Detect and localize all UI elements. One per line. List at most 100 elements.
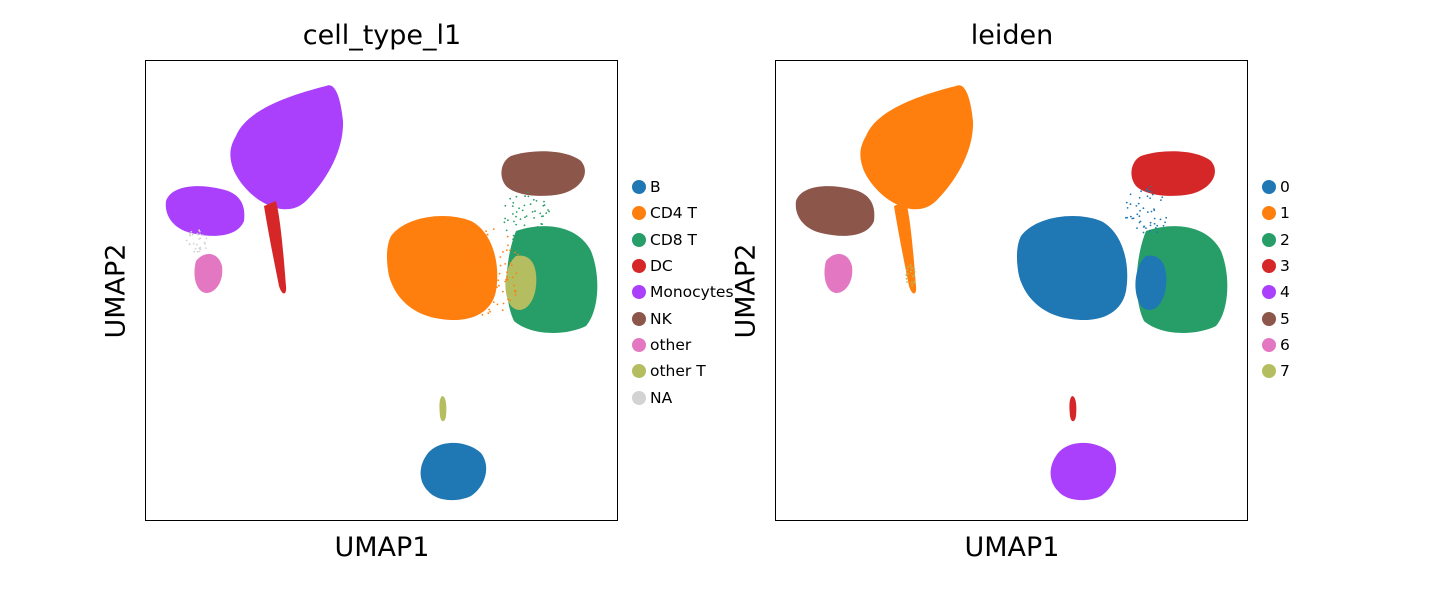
scatter-point xyxy=(525,215,528,218)
legend-item: other T xyxy=(632,358,734,384)
scatter-point xyxy=(485,230,487,233)
scatter-point xyxy=(910,281,913,284)
scatter-point xyxy=(543,200,545,203)
scatter-point xyxy=(453,281,456,284)
scatter-point xyxy=(199,233,202,236)
legend-item: 5 xyxy=(1262,305,1290,331)
scatter-point xyxy=(480,267,482,270)
scatter-point xyxy=(472,243,474,245)
scatter-point xyxy=(193,250,196,253)
scatter-point xyxy=(479,234,482,237)
scatter-point xyxy=(518,207,520,210)
scatter-point xyxy=(502,302,505,305)
scatter-point xyxy=(1149,224,1152,227)
scatter-point xyxy=(1125,201,1128,204)
scatter-plot-area xyxy=(775,60,1248,521)
scatter-point xyxy=(905,274,908,277)
scatter-point xyxy=(198,247,201,250)
scatter-point xyxy=(1136,213,1139,216)
legend-label: 6 xyxy=(1280,335,1290,354)
cluster-3 xyxy=(1131,151,1215,196)
scatter-point xyxy=(1136,227,1138,230)
scatter-point xyxy=(1135,205,1138,207)
scatter-point xyxy=(1146,195,1149,198)
legend-item: 1 xyxy=(1262,200,1290,226)
legend-swatch xyxy=(1262,206,1276,221)
scatter-point xyxy=(451,257,454,260)
scatter-point xyxy=(1138,215,1141,218)
scatter-point xyxy=(188,243,191,246)
scatter-point xyxy=(514,294,517,296)
scatter-point xyxy=(523,224,526,227)
scatter-point xyxy=(511,205,514,208)
scatter-point xyxy=(509,262,512,264)
cluster-monocytes xyxy=(230,85,344,210)
scatter-point xyxy=(196,250,199,253)
umap-panel-cell-type: cell_type_l1 UMAP2 UMAP1 B CD4 T CD8 T DC Mo… xyxy=(0,0,734,600)
scatter-point xyxy=(492,253,494,256)
legend-swatch xyxy=(1262,364,1276,379)
scatter-point xyxy=(480,275,483,277)
scatter-point xyxy=(499,256,502,258)
scatter-point xyxy=(189,232,191,235)
scatter-point xyxy=(535,245,538,247)
scatter-point xyxy=(534,210,536,213)
scatter-point xyxy=(198,229,201,232)
legend-label: 0 xyxy=(1280,178,1290,197)
scatter-point xyxy=(462,274,465,276)
scatter-point xyxy=(464,239,466,242)
scatter-point xyxy=(482,276,485,279)
scatter-point xyxy=(505,278,507,281)
scatter-point xyxy=(479,259,482,262)
scatter-point xyxy=(1149,197,1151,200)
scatter-point xyxy=(515,223,517,226)
umap-scatter-leiden xyxy=(795,85,1228,501)
scatter-point xyxy=(489,297,492,300)
scatter-point xyxy=(913,274,916,276)
scatter-point xyxy=(521,209,524,212)
scatter-point xyxy=(1149,185,1152,188)
scatter-point xyxy=(1148,190,1150,193)
legend-swatch xyxy=(1262,232,1276,247)
scatter-point xyxy=(477,233,480,236)
scatter-point xyxy=(1159,218,1162,221)
y-axis-label: UMAP2 xyxy=(730,243,762,339)
scatter-point xyxy=(509,249,511,252)
scatter-point xyxy=(492,255,495,258)
scatter-point xyxy=(494,261,497,264)
scatter-point xyxy=(465,262,468,265)
scatter-point xyxy=(455,285,458,288)
legend-swatch xyxy=(632,232,646,247)
scatter-point xyxy=(464,254,467,256)
legend-label: 7 xyxy=(1280,362,1290,381)
scatter-point xyxy=(516,243,519,246)
legend-label: other xyxy=(650,335,692,354)
scatter-point xyxy=(473,310,476,313)
scatter-point xyxy=(1151,193,1154,196)
legend-label: NA xyxy=(650,388,673,407)
scatter-point xyxy=(485,271,488,274)
scatter-point xyxy=(462,282,465,284)
scatter-point xyxy=(907,272,909,275)
scatter-point xyxy=(1155,227,1157,229)
scatter-point xyxy=(458,272,461,274)
scatter-point xyxy=(462,258,465,261)
y-axis-label: UMAP2 xyxy=(100,243,132,339)
legend-label: 2 xyxy=(1280,230,1290,249)
scatter-point xyxy=(906,266,909,268)
scatter-point xyxy=(185,239,188,242)
scatter-point xyxy=(531,237,534,240)
cluster-dc xyxy=(264,201,287,294)
scatter-point xyxy=(472,247,475,249)
scatter-point xyxy=(536,226,539,228)
scatter-point xyxy=(196,233,199,236)
legend-item: 0 xyxy=(1262,174,1290,200)
legend-label: 1 xyxy=(1280,204,1290,223)
legend-swatch xyxy=(632,180,646,195)
scatter-point xyxy=(467,234,470,237)
umap-scatter-cell-type xyxy=(165,85,598,501)
scatter-point xyxy=(526,237,529,239)
scatter-point xyxy=(1153,208,1155,211)
scatter-point xyxy=(472,291,475,294)
scatter-point xyxy=(204,247,207,250)
